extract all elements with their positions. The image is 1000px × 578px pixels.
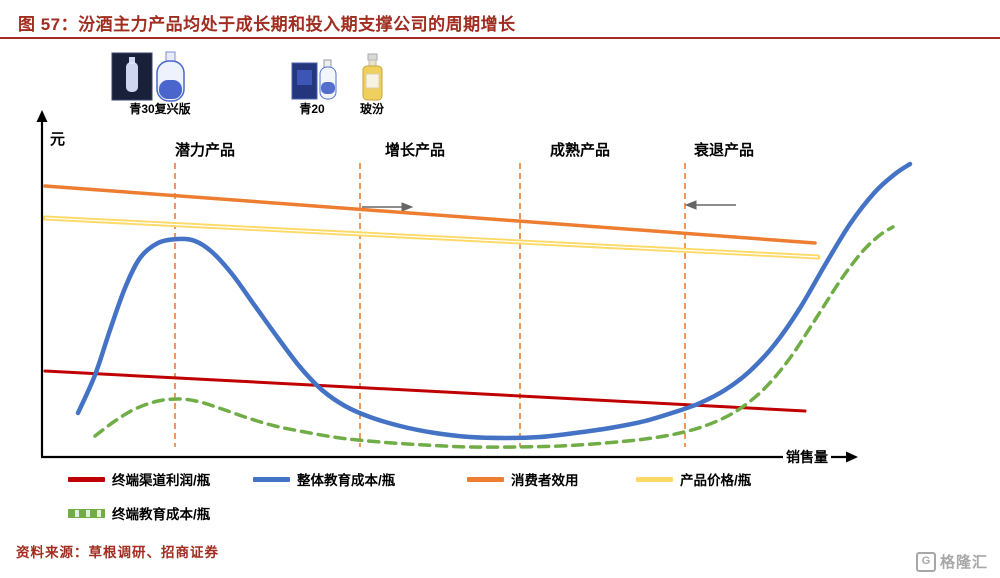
watermark-g-icon: G [915,551,936,572]
legend-item-consumer-utility: 消费者效用 [467,471,579,488]
series-curve-消费者效用 [43,184,817,245]
legend-label: 产品价格/瓶 [680,473,752,488]
legend-item-terminal-education-cost: 终端教育成本/瓶 [68,505,211,522]
legend-swatch-terminal-education-cost [68,508,105,518]
legend-swatch-overall-education-cost [253,476,290,482]
legend-label: 消费者效用 [511,473,579,488]
source-note: 资料来源：草根调研、招商证券 [16,545,219,560]
legend-swatch-consumer-utility [467,476,504,482]
figure-title: 图 57：汾酒主力产品均处于成长期和投入期支撑公司的周期增长 [18,15,516,34]
series-curve-终端教育成本/瓶 [93,225,895,449]
legend-swatch-channel-profit [68,476,105,482]
series-curves [42,161,913,449]
y-axis-label: 元 [50,131,66,148]
product-image-qing30 [111,51,185,102]
product-label-qing20: 青20 [299,102,325,116]
product-image-bofen [362,53,383,101]
phase-label-potential: 潜力产品 [174,142,235,159]
series-curve-inner-产品价格/瓶 [44,217,819,258]
product-label-qing30: 青30复兴版 [129,102,191,116]
legend-swatch-product-price [636,476,673,482]
phase-label-growth: 增长产品 [384,142,445,159]
phase-label-mature: 成熟产品 [549,142,610,159]
phase-label-decline: 衰退产品 [693,142,754,159]
series-curve-整体教育成本/瓶 [75,161,913,441]
phase-divider-lines [174,163,686,447]
watermark-logo: G 格隆汇 [915,551,988,572]
legend-item-channel-profit: 终端渠道利润/瓶 [68,471,211,488]
watermark-text: 格隆汇 [939,554,988,571]
legend-item-overall-education-cost: 整体教育成本/瓶 [253,471,396,488]
legend-label: 整体教育成本/瓶 [297,473,396,488]
title-underline [0,37,1000,39]
legend-item-product-price: 产品价格/瓶 [636,471,752,488]
product-label-bofen: 玻汾 [359,102,384,116]
x-axis [41,451,858,463]
stage-arrow-right [362,202,414,212]
series-curve-终端渠道利润/瓶 [43,369,807,413]
stage-arrow-left [684,200,736,210]
legend-label: 终端教育成本/瓶 [112,507,211,522]
x-axis-label: 销售量 [783,447,831,467]
legend-label: 终端渠道利润/瓶 [112,473,211,488]
y-axis [36,110,48,457]
product-image-qing20 [291,59,337,100]
